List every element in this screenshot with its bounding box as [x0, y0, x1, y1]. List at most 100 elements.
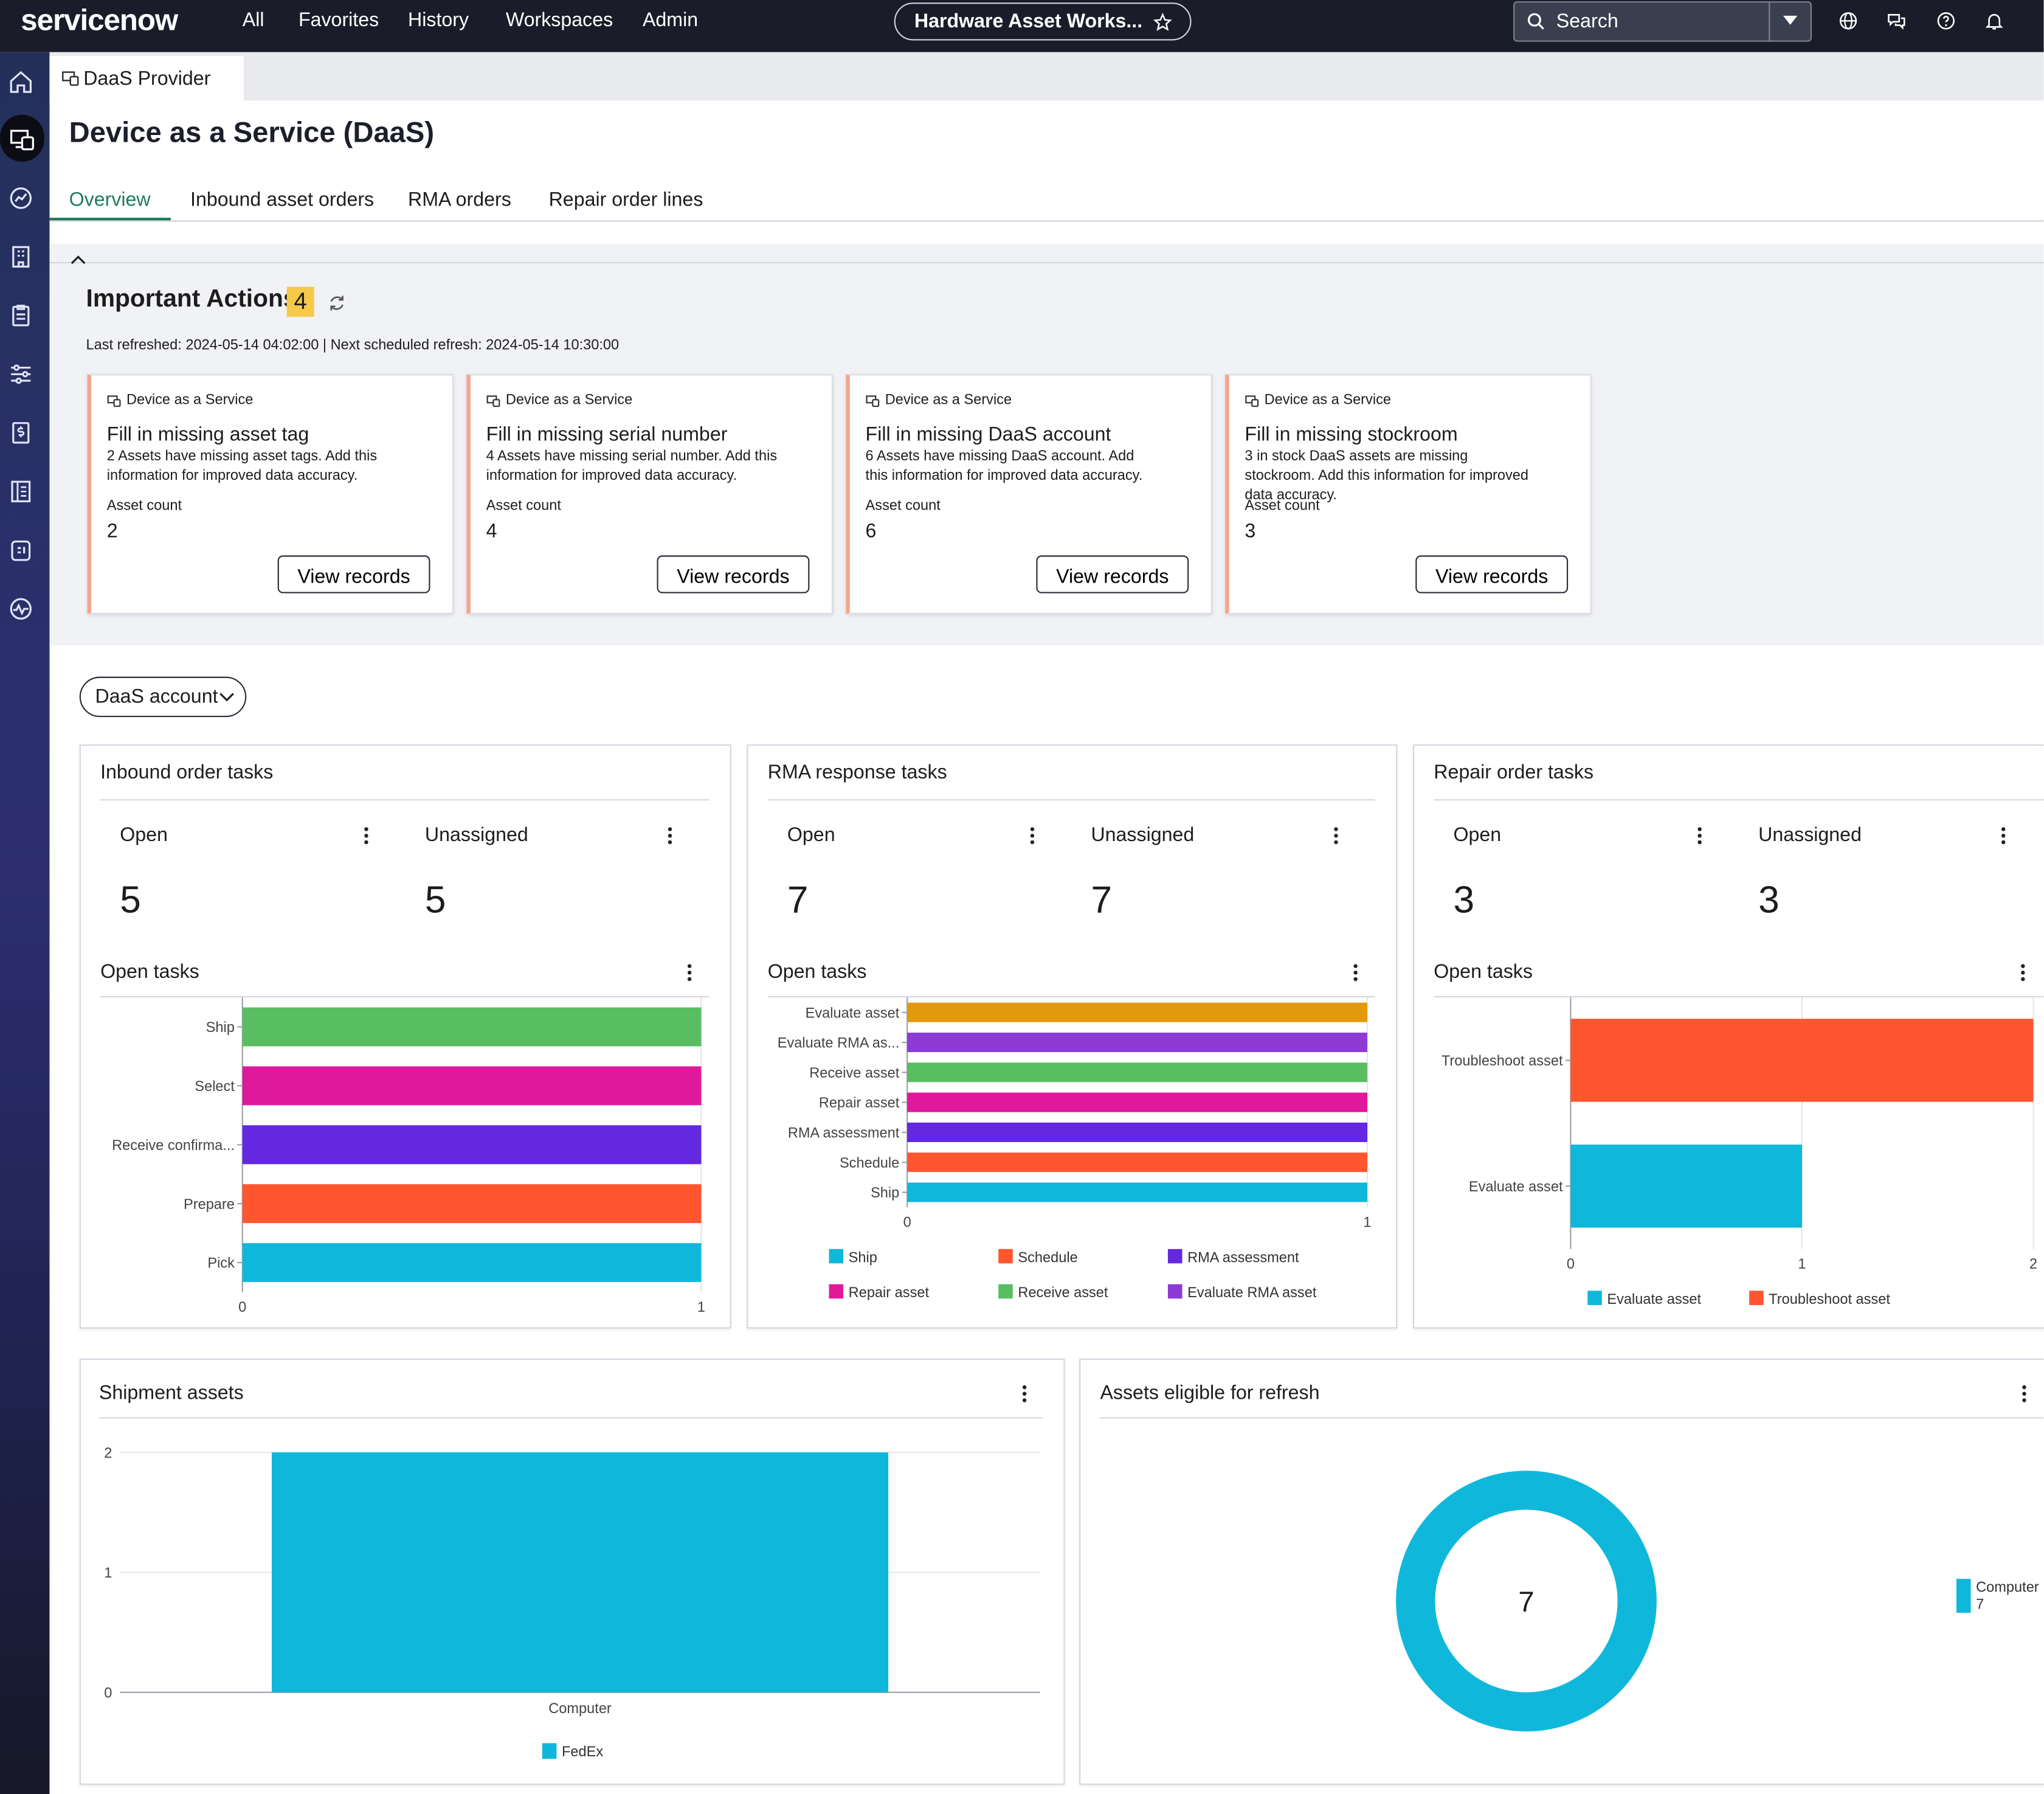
- inbound-unassigned-label: Unassigned: [424, 823, 528, 847]
- rma-unassigned-label: Unassigned: [1091, 823, 1195, 847]
- rma-open-tasks-title: Open tasks: [767, 961, 867, 983]
- card-title: Fill in missing serial number: [486, 423, 728, 446]
- action-card[interactable]: Device as a Service Fill in missing stock…: [1225, 374, 1592, 614]
- card-count-label: Asset count: [865, 497, 941, 514]
- daas-account-filter[interactable]: DaaS account: [79, 676, 247, 718]
- legend-label: Evaluate RMA asset: [1187, 1284, 1317, 1300]
- search-scope-dropdown[interactable]: [1769, 1, 1812, 42]
- view-records-button[interactable]: View records: [1036, 555, 1189, 594]
- action-card[interactable]: Device as a Service Fill in missing DaaS …: [846, 374, 1212, 614]
- bar: [242, 1184, 702, 1224]
- rma-unassigned-value[interactable]: 7: [1091, 880, 1113, 922]
- home-icon[interactable]: [8, 69, 34, 95]
- search-placeholder: Search: [1556, 10, 1618, 33]
- repair-unassigned-value[interactable]: 3: [1758, 880, 1780, 922]
- x-tick-label: 1: [1798, 1256, 1806, 1272]
- donut-slice: [1396, 1470, 1657, 1732]
- x-tick-label: Computer: [548, 1700, 612, 1716]
- more-options-icon[interactable]: [1353, 963, 1358, 982]
- category-tick-label: Schedule: [840, 1155, 899, 1171]
- nav-workspaces[interactable]: Workspaces: [505, 9, 613, 32]
- repair-widget-title: Repair order tasks: [1434, 761, 1594, 784]
- workspace-pill-label: Hardware Asset Works...: [914, 10, 1143, 33]
- tab-repair-order-lines[interactable]: Repair order lines: [548, 189, 703, 212]
- card-count-value: 3: [1245, 520, 1256, 542]
- analytics-icon[interactable]: [8, 185, 34, 211]
- more-options-icon[interactable]: [2022, 1385, 2027, 1403]
- help-icon[interactable]: [1936, 10, 1956, 31]
- card-source: Device as a Service: [505, 392, 633, 409]
- rma-open-label: Open: [787, 823, 835, 847]
- workspace-pill[interactable]: Hardware Asset Works...: [894, 2, 1192, 41]
- star-icon[interactable]: [1153, 12, 1172, 30]
- card-count-value: 4: [486, 520, 497, 542]
- legend-label: RMA assessment: [1187, 1249, 1299, 1265]
- globe-icon[interactable]: [1838, 10, 1859, 31]
- card-title: Fill in missing stockroom: [1245, 423, 1458, 446]
- inbound-open-value[interactable]: 5: [120, 880, 141, 922]
- more-options-icon[interactable]: [1030, 826, 1035, 845]
- nav-favorites[interactable]: Favorites: [298, 9, 379, 32]
- inbound-unassigned-value[interactable]: 5: [424, 880, 446, 922]
- more-options-icon[interactable]: [1697, 826, 1702, 845]
- more-options-icon[interactable]: [2020, 963, 2026, 982]
- activity-icon[interactable]: [8, 596, 34, 622]
- y-tick-label: 1: [104, 1565, 112, 1581]
- bell-icon[interactable]: [1984, 10, 2004, 31]
- bar: [907, 1152, 1367, 1172]
- card-source: Device as a Service: [126, 392, 254, 409]
- action-card[interactable]: Device as a Service Fill in missing asset…: [87, 374, 454, 614]
- more-options-icon[interactable]: [668, 826, 673, 845]
- x-tick-label: 0: [238, 1299, 246, 1315]
- more-options-icon[interactable]: [1333, 826, 1339, 845]
- catalog-icon[interactable]: [8, 479, 34, 505]
- chevron-down-icon: [219, 693, 234, 702]
- collapse-chevron-icon[interactable]: [71, 254, 86, 265]
- more-options-icon[interactable]: [687, 963, 692, 982]
- category-tick-label: Ship: [206, 1019, 235, 1035]
- servicenow-logo[interactable]: servicenow: [21, 2, 178, 38]
- donut-center-value: 7: [1518, 1585, 1534, 1618]
- nav-all[interactable]: All: [242, 9, 264, 32]
- more-options-icon[interactable]: [2001, 826, 2006, 845]
- bar: [271, 1452, 889, 1692]
- tab-rma-orders[interactable]: RMA orders: [408, 189, 511, 212]
- more-options-icon[interactable]: [1022, 1385, 1027, 1403]
- view-records-button[interactable]: View records: [277, 555, 430, 594]
- view-records-button[interactable]: View records: [1415, 555, 1569, 594]
- bar: [242, 1007, 702, 1047]
- search-input[interactable]: Search: [1513, 1, 1772, 42]
- sustainability-icon[interactable]: [8, 537, 34, 563]
- refresh-icon[interactable]: [327, 293, 347, 313]
- card-source: Device as a Service: [1264, 392, 1392, 409]
- rma-open-value[interactable]: 7: [787, 880, 809, 922]
- finance-icon[interactable]: [8, 420, 34, 446]
- tab-overview[interactable]: Overview: [69, 189, 151, 212]
- action-card[interactable]: Device as a Service Fill in missing seria…: [466, 374, 833, 614]
- rma-title-divider: [767, 799, 1375, 801]
- daas-provider-icon[interactable]: [9, 126, 35, 153]
- repair-open-value[interactable]: 3: [1453, 880, 1475, 922]
- category-tick-label: Pick: [207, 1255, 235, 1271]
- legend-swatch: [829, 1249, 844, 1264]
- clipboard-icon[interactable]: [8, 302, 34, 328]
- rma-open-tasks-chart: Evaluate asset Evaluate RMA as... Receive …: [778, 997, 1372, 1300]
- workspace-tab-strip: [49, 52, 2044, 101]
- nav-history[interactable]: History: [408, 9, 469, 32]
- chat-icon[interactable]: [1886, 10, 1907, 31]
- x-tick-label: 2: [2029, 1256, 2037, 1272]
- building-icon[interactable]: [8, 244, 34, 270]
- category-tick-label: Evaluate asset: [1469, 1179, 1563, 1194]
- tab-inbound-asset-orders[interactable]: Inbound asset orders: [190, 189, 375, 212]
- bar: [242, 1243, 702, 1283]
- legend-label: Repair asset: [849, 1284, 930, 1300]
- bar: [1570, 1019, 2034, 1102]
- tab-daas-provider[interactable]: [49, 56, 244, 101]
- bar: [907, 1092, 1367, 1112]
- card-description: 4 Assets have missing serial number. Add…: [486, 448, 778, 484]
- daas-account-filter-label: DaaS account: [95, 685, 218, 708]
- sliders-icon[interactable]: [8, 361, 34, 387]
- view-records-button[interactable]: View records: [657, 555, 810, 594]
- nav-admin[interactable]: Admin: [642, 9, 699, 32]
- more-options-icon[interactable]: [364, 826, 369, 845]
